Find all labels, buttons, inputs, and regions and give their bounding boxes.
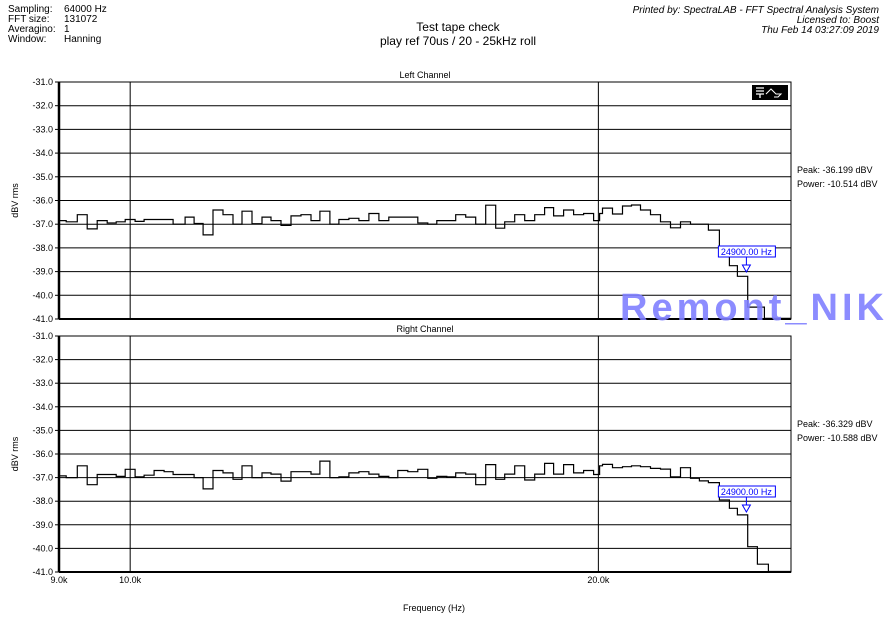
chart-subtitle: play ref 70us / 20 - 25kHz roll xyxy=(379,34,537,48)
power-readout: Power: -10.588 dBV xyxy=(797,433,878,443)
y-tick-label: -33.0 xyxy=(32,124,53,134)
y-tick-label: -41.0 xyxy=(32,567,53,577)
left-channel-plot xyxy=(55,81,792,320)
info-value: Hanning xyxy=(64,34,102,45)
cursor-waveform-icon[interactable] xyxy=(752,85,788,100)
marker-label: 24900.00 Hz xyxy=(721,247,773,257)
y-tick-label: -32.0 xyxy=(32,101,53,111)
watermark: Remont_NIK xyxy=(620,287,885,329)
y-axis-label: dBV rms xyxy=(10,183,20,218)
y-tick-label: -41.0 xyxy=(32,314,53,324)
marker-label: 24900.00 Hz xyxy=(721,487,773,497)
channel-title: Right Channel xyxy=(396,324,453,334)
print-date: Thu Feb 14 03:27:09 2019 xyxy=(761,25,879,36)
y-tick-label: -38.0 xyxy=(32,496,53,506)
y-tick-label: -35.0 xyxy=(32,172,53,182)
info-row: FFT size: 131072 xyxy=(8,15,107,25)
info-label: Window: xyxy=(8,34,47,45)
y-tick-label: -34.0 xyxy=(32,148,53,158)
info-value: 64000 Hz xyxy=(64,4,107,15)
info-value: 131072 xyxy=(64,14,98,25)
y-tick-label: -31.0 xyxy=(32,77,53,87)
chart-title: Test tape check xyxy=(416,20,500,34)
power-readout: Power: -10.514 dBV xyxy=(797,179,878,189)
y-tick-label: -31.0 xyxy=(32,331,53,341)
y-tick-label: -33.0 xyxy=(32,378,53,388)
y-tick-label: -40.0 xyxy=(32,290,53,300)
x-tick-label: 20.0k xyxy=(587,575,610,585)
info-label: FFT size: xyxy=(8,14,50,25)
peak-readout: Peak: -36.329 dBV xyxy=(797,419,873,429)
y-tick-label: -36.0 xyxy=(32,196,53,206)
info-label: Averagino: xyxy=(8,24,56,35)
y-tick-label: -34.0 xyxy=(32,402,53,412)
spectrum-trace xyxy=(59,460,791,573)
y-axis-label: dBV rms xyxy=(10,436,20,471)
info-row: Averagino: 1 xyxy=(8,25,107,35)
y-tick-label: -39.0 xyxy=(32,267,53,277)
icon-bg xyxy=(752,85,788,100)
x-axis-label: Frequency (Hz) xyxy=(403,603,465,613)
spectrum-trace xyxy=(59,204,791,319)
info-row: Sampling: 64000 Hz xyxy=(8,5,107,15)
marker-triangle-icon xyxy=(741,264,752,274)
y-tick-label: -40.0 xyxy=(32,543,53,553)
y-tick-label: -36.0 xyxy=(32,449,53,459)
peak-readout: Peak: -36.199 dBV xyxy=(797,165,873,175)
info-label: Sampling: xyxy=(8,4,53,15)
y-tick-label: -37.0 xyxy=(32,219,53,229)
y-tick-label: -32.0 xyxy=(32,355,53,365)
channel-title: Left Channel xyxy=(399,70,450,80)
icon-glyph xyxy=(756,87,764,98)
y-tick-label: -38.0 xyxy=(32,243,53,253)
x-tick-label: 10.0k xyxy=(119,575,142,585)
y-tick-label: -37.0 xyxy=(32,473,53,483)
right-channel-plot xyxy=(55,335,792,573)
info-value: 1 xyxy=(64,24,70,35)
licensed-to: Licensed to: Boost xyxy=(796,15,879,26)
measurement-info: Sampling: 64000 Hz FFT size: 131072 Averagin… xyxy=(8,5,107,45)
marker-triangle-icon xyxy=(741,504,752,514)
icon-wave xyxy=(765,88,783,98)
y-tick-label: -39.0 xyxy=(32,520,53,530)
info-row: Window: Hanning xyxy=(8,35,107,45)
x-tick-label: 9.0k xyxy=(50,575,68,585)
printed-by: Printed by: SpectraLAB - FFT Spectral An… xyxy=(632,5,879,16)
y-tick-label: -35.0 xyxy=(32,425,53,435)
